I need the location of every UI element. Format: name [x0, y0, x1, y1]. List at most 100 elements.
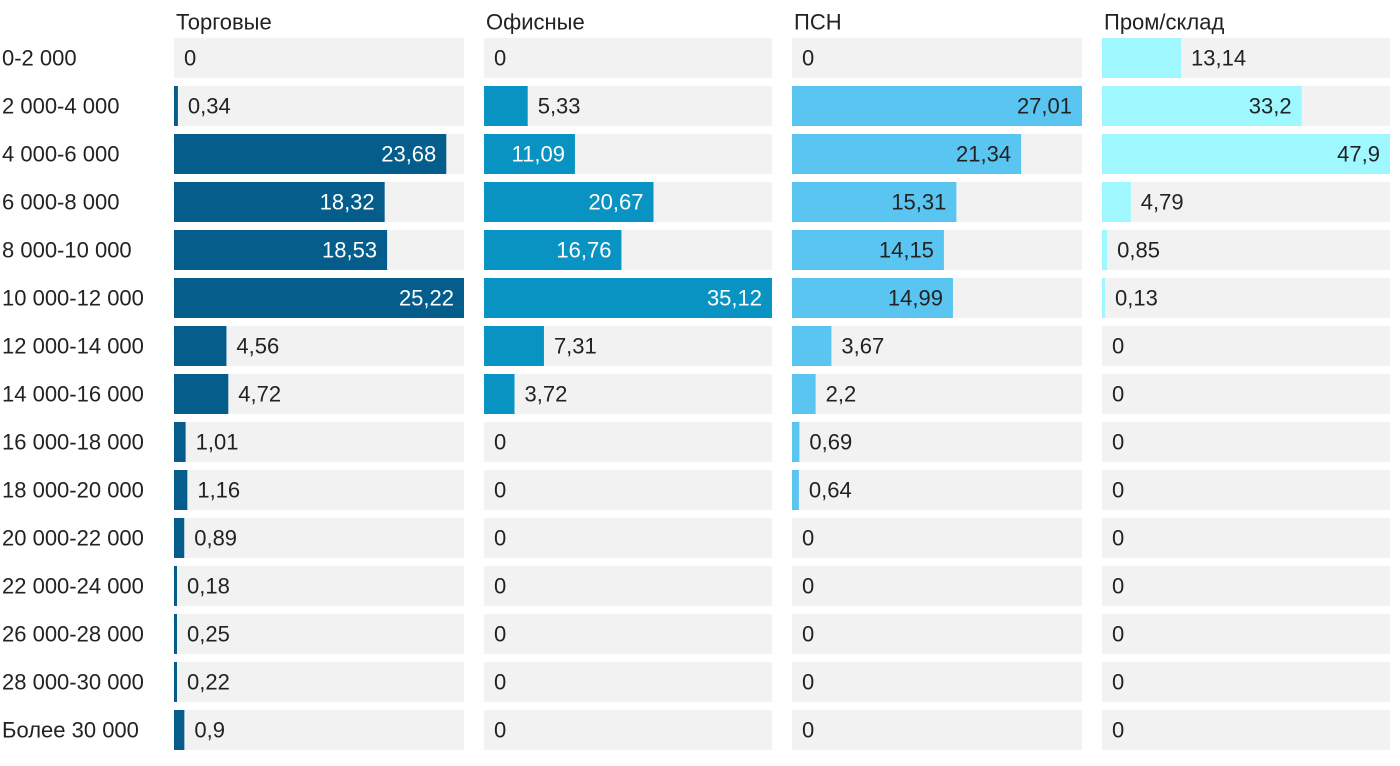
value-label: 0,25: [187, 622, 230, 647]
bar-background: [484, 566, 772, 606]
bar: [174, 566, 177, 606]
bar: [174, 278, 464, 318]
bar: [792, 470, 799, 510]
row-label: 20 000-22 000: [2, 526, 144, 551]
row-label: 28 000-30 000: [2, 670, 144, 695]
row-label: 26 000-28 000: [2, 622, 144, 647]
bar-background: [484, 614, 772, 654]
bar-background: [792, 518, 1082, 558]
bar-background: [792, 422, 1082, 462]
bar-background: [1102, 662, 1390, 702]
bar-background: [174, 470, 464, 510]
bar-background: [174, 710, 464, 750]
bar-background: [1102, 470, 1390, 510]
row-label: 22 000-24 000: [2, 574, 144, 599]
bar: [1102, 38, 1182, 78]
value-label: 0,13: [1115, 286, 1158, 311]
bar-background: [174, 422, 464, 462]
value-label: 14,99: [888, 286, 943, 311]
bar: [484, 134, 575, 174]
bar: [174, 326, 227, 366]
value-label: 0: [494, 718, 506, 743]
value-label: 13,14: [1191, 46, 1246, 71]
row-label: 8 000-10 000: [2, 238, 132, 263]
value-label: 4,72: [238, 382, 281, 407]
value-label: 16,76: [556, 238, 611, 263]
bar-background: [484, 422, 772, 462]
bar: [792, 278, 953, 318]
value-label: 0: [1112, 670, 1124, 695]
value-label: 0: [494, 526, 506, 551]
bar-background: [1102, 614, 1390, 654]
bar-background: [174, 518, 464, 558]
value-label: 1,16: [197, 478, 240, 503]
bar: [792, 422, 800, 462]
bar: [1102, 134, 1390, 174]
bar: [792, 182, 957, 222]
value-label: 0: [1112, 718, 1124, 743]
value-label: 0: [184, 46, 196, 71]
value-label: 47,9: [1337, 142, 1380, 167]
value-label: 0,22: [187, 670, 230, 695]
value-label: 7,31: [554, 334, 597, 359]
row-label: 16 000-18 000: [2, 430, 144, 455]
bar: [792, 230, 944, 270]
value-label: 11,09: [512, 142, 565, 167]
value-label: 18,32: [320, 190, 375, 215]
bar: [174, 470, 188, 510]
bar-background: [174, 614, 464, 654]
bar: [174, 518, 185, 558]
row-label: Более 30 000: [2, 718, 139, 743]
bar-background: [792, 662, 1082, 702]
bar-background: [1102, 182, 1390, 222]
value-label: 18,53: [322, 238, 377, 263]
value-label: 0: [494, 622, 506, 647]
column-title: Пром/склад: [1104, 10, 1224, 35]
bar: [174, 86, 178, 126]
row-label: 2 000-4 000: [2, 94, 119, 119]
value-label: 14,15: [879, 238, 934, 263]
bar: [1102, 182, 1131, 222]
bar: [1102, 86, 1302, 126]
value-label: 1,01: [196, 430, 239, 455]
column-title: Офисные: [486, 10, 585, 35]
row-label: 6 000-8 000: [2, 190, 119, 215]
bar-background: [174, 38, 464, 78]
bar: [792, 134, 1022, 174]
value-label: 23,68: [381, 142, 436, 167]
bar-background: [1102, 230, 1390, 270]
bar: [484, 86, 528, 126]
bar: [484, 374, 515, 414]
bar-background: [792, 566, 1082, 606]
bar: [792, 326, 832, 366]
value-label: 0: [494, 574, 506, 599]
value-label: 0: [802, 46, 814, 71]
value-label: 0: [1112, 478, 1124, 503]
bar-background: [484, 86, 772, 126]
bar: [174, 422, 186, 462]
bar: [484, 182, 654, 222]
bar-background: [792, 470, 1082, 510]
value-label: 0: [1112, 574, 1124, 599]
value-label: 0,34: [188, 94, 231, 119]
bar: [484, 326, 544, 366]
value-label: 20,67: [588, 190, 643, 215]
value-label: 35,12: [707, 286, 762, 311]
value-label: 0: [494, 478, 506, 503]
value-label: 0,69: [809, 430, 852, 455]
value-label: 25,22: [399, 286, 454, 311]
row-label: 18 000-20 000: [2, 478, 144, 503]
bar: [792, 374, 816, 414]
bar: [174, 662, 177, 702]
value-label: 15,31: [891, 190, 946, 215]
bar-background: [484, 518, 772, 558]
value-label: 33,2: [1249, 94, 1292, 119]
bar: [484, 230, 622, 270]
bar-background: [792, 374, 1082, 414]
column-title: Торговые: [176, 10, 272, 35]
bar-background: [1102, 278, 1390, 318]
value-label: 0: [802, 670, 814, 695]
bar-background: [174, 86, 464, 126]
bar: [1102, 278, 1105, 318]
